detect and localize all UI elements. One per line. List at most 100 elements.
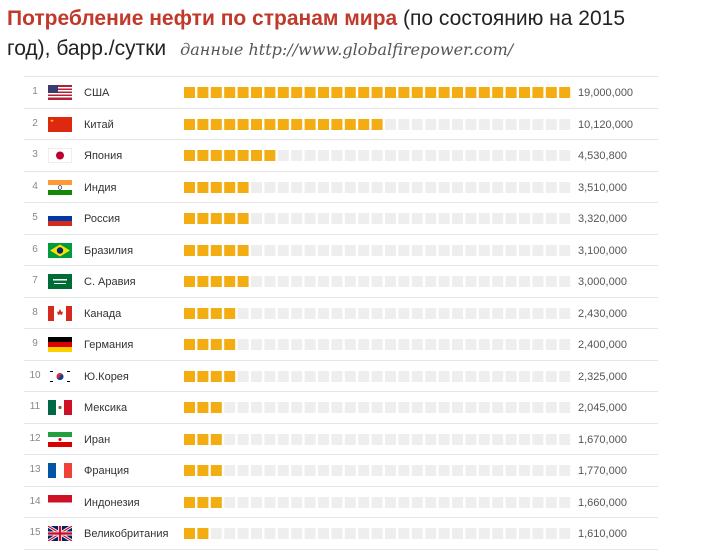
value-label: 1,770,000: [578, 465, 627, 477]
bar-segment-empty: [532, 496, 544, 508]
bar-segment-empty: [398, 118, 410, 130]
bar-segment-filled: [358, 118, 370, 130]
bar-segment-empty: [519, 244, 530, 256]
bar-segment-filled: [184, 339, 195, 350]
bar-segment-empty: [505, 244, 517, 256]
bar-segment-empty: [452, 370, 463, 382]
bar-segment-empty: [358, 402, 370, 413]
category-label: Россия: [84, 213, 121, 225]
bar-segment-empty: [452, 276, 463, 287]
category-label: Канада: [84, 307, 122, 320]
bar-segment-empty: [478, 433, 490, 445]
bar-segment-filled: [237, 87, 249, 98]
bar-segment-filled: [251, 118, 262, 130]
bar-segment-empty: [371, 276, 383, 287]
bar: [184, 433, 571, 445]
bar-segment-filled: [197, 339, 209, 350]
bar-segment-empty: [277, 433, 289, 445]
ranking-table: 1 США 19,000,000 2 Китай 10,120,000 3 Япония 4,5…: [24, 76, 658, 550]
bar: [184, 118, 571, 130]
bar-segment-filled: [184, 465, 195, 476]
bar-segment-empty: [291, 528, 303, 539]
bar-segment-empty: [532, 465, 544, 476]
bar-segment-filled: [291, 118, 303, 130]
bar-segment-empty: [398, 528, 410, 539]
table-row: 9 Германия 2,400,000: [24, 329, 658, 361]
bar-segment-empty: [318, 150, 329, 161]
rank-label: 12: [29, 432, 41, 444]
bar-segment-empty: [519, 370, 530, 382]
value-label: 1,610,000: [578, 528, 627, 540]
bar-segment-empty: [425, 370, 437, 382]
bar-segment-empty: [344, 370, 356, 382]
bar-segment-empty: [385, 402, 396, 413]
bar-segment-empty: [478, 244, 490, 256]
rank-label: 7: [32, 275, 38, 286]
bar-segment-empty: [411, 339, 423, 350]
bar-segment-empty: [398, 339, 410, 350]
bar-segment-empty: [411, 181, 423, 193]
bar-segment-empty: [264, 339, 276, 350]
bar-segment-filled: [197, 213, 209, 224]
bar-segment-filled: [251, 150, 262, 161]
bar-segment-empty: [291, 244, 303, 256]
bar-segment-filled: [452, 87, 463, 98]
france-flag-icon: [48, 463, 72, 478]
rank-label: 6: [32, 243, 38, 255]
bar-segment-empty: [358, 213, 370, 224]
bar-segment-filled: [519, 87, 530, 98]
bar-segment-filled: [559, 87, 571, 98]
bar-segment-filled: [210, 181, 222, 193]
bar-segment-empty: [478, 118, 490, 130]
bar-segment-filled: [210, 307, 222, 319]
bar-segment-empty: [385, 213, 396, 224]
bar-segment-empty: [532, 276, 544, 287]
bar-segment-filled: [184, 433, 195, 445]
bar-segment-empty: [519, 150, 530, 161]
bar-segment-empty: [411, 150, 423, 161]
bar-segment-empty: [291, 276, 303, 287]
bar-segment-filled: [318, 87, 329, 98]
bar-segment-empty: [344, 276, 356, 287]
bar-segment-empty: [559, 150, 571, 161]
bar-segment-empty: [505, 465, 517, 476]
bar-segment-filled: [197, 276, 209, 287]
category-label: Япония: [84, 150, 123, 162]
uk-flag-icon: [48, 526, 72, 541]
bar-segment-empty: [331, 150, 343, 161]
bar-segment-filled: [184, 87, 195, 98]
bar-segment-empty: [264, 370, 276, 382]
bar-segment-empty: [251, 213, 262, 224]
bar-segment-empty: [344, 213, 356, 224]
bar-segment-empty: [237, 465, 249, 476]
table-row: 2 Китай 10,120,000: [24, 109, 658, 140]
bar-segment-filled: [344, 118, 356, 130]
bar-segment-empty: [398, 213, 410, 224]
bar-segment-empty: [331, 433, 343, 445]
category-label: США: [84, 87, 110, 99]
bar-segment-empty: [452, 402, 463, 413]
bar-segment-empty: [251, 307, 262, 319]
bar-segment-empty: [559, 370, 571, 382]
bar-segment-empty: [532, 307, 544, 319]
bar-segment-empty: [438, 307, 450, 319]
bar-segment-empty: [505, 433, 517, 445]
bar: [184, 370, 571, 382]
bar-segment-empty: [224, 402, 236, 413]
bar-segment-empty: [545, 118, 557, 130]
iran-flag-icon: [48, 431, 72, 447]
bar-segment-empty: [519, 118, 530, 130]
brazil-flag-icon: [48, 242, 72, 258]
bar-segment-empty: [385, 307, 396, 319]
bar-segment-empty: [385, 370, 396, 382]
bar-segment-empty: [532, 370, 544, 382]
bar-segment-filled: [224, 276, 236, 287]
bar-segment-empty: [545, 402, 557, 413]
bar-segment-empty: [545, 213, 557, 224]
bar-segment-filled: [197, 118, 209, 130]
bar-segment-empty: [371, 433, 383, 445]
bar-segment-empty: [210, 528, 222, 539]
bar-segment-empty: [318, 465, 329, 476]
bar-segment-empty: [318, 496, 329, 508]
bar-segment-empty: [425, 339, 437, 350]
